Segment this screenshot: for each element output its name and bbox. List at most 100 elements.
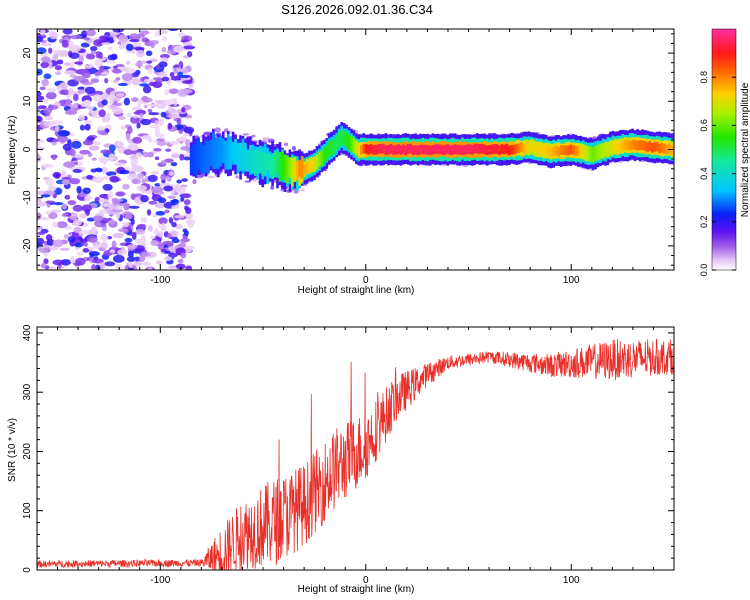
ridge-core-segment <box>207 145 210 166</box>
ridge-core-segment <box>535 142 538 153</box>
noise-blob <box>161 46 167 53</box>
noise-blob <box>92 94 102 102</box>
noise-blob <box>174 215 185 219</box>
noise-blob <box>37 190 47 195</box>
noise-blob <box>124 213 133 220</box>
noise-blob <box>100 233 109 242</box>
ridge-core-segment <box>475 143 479 154</box>
noise-blob <box>168 171 175 176</box>
ridge-core-segment <box>648 141 652 151</box>
noise-blob <box>92 176 104 183</box>
noise-blob <box>83 242 89 247</box>
noise-blob <box>167 122 173 130</box>
noise-blob <box>124 237 133 243</box>
ridge-core-segment <box>495 144 499 154</box>
ridge-core-segment <box>305 162 309 173</box>
ridge-core-segment <box>251 150 255 174</box>
ridge-core-segment <box>357 144 361 155</box>
ridge-core-segment <box>508 145 511 156</box>
ridge-core-segment <box>559 145 563 155</box>
noise-blob <box>181 186 187 193</box>
ridge-scatter-blob <box>242 133 250 136</box>
ridge-core-segment <box>493 144 496 154</box>
ridge-core-segment <box>606 142 610 153</box>
noise-blob <box>79 213 88 219</box>
ridge-core-segment <box>379 143 383 154</box>
noise-blob <box>127 243 138 250</box>
ridge-core-segment <box>665 144 669 155</box>
noise-blob <box>109 218 116 225</box>
noise-blob <box>111 197 119 203</box>
ridge-core-segment <box>579 146 583 157</box>
noise-blob <box>86 29 96 37</box>
noise-blob <box>147 225 153 233</box>
noise-blob <box>92 90 104 96</box>
noise-blob <box>43 120 55 127</box>
noise-blob <box>156 141 167 146</box>
noise-blob <box>185 265 193 270</box>
noise-blob <box>162 36 168 42</box>
noise-blob <box>70 35 83 40</box>
ridge-core-segment <box>325 146 329 157</box>
ridge-core-segment <box>426 145 430 155</box>
noise-blob <box>85 64 93 69</box>
noise-blob <box>108 153 116 161</box>
ridge-core-segment <box>638 140 642 150</box>
noise-blob <box>123 149 133 156</box>
noise-blob <box>68 178 81 185</box>
noise-blob <box>88 145 100 151</box>
ridge-core-segment <box>414 145 417 155</box>
noise-blob <box>170 162 178 167</box>
noise-blob <box>147 174 158 183</box>
ridge-core-segment <box>660 142 664 153</box>
ridge-core-segment <box>209 149 213 167</box>
ridge-core-segment <box>480 143 484 154</box>
ridge-core-segment <box>241 147 245 161</box>
noise-blob <box>168 113 179 119</box>
noise-blob <box>101 166 108 175</box>
noise-blob <box>70 140 82 149</box>
noise-blob <box>54 71 61 76</box>
noise-blob <box>76 251 84 256</box>
ridge-core-segment <box>490 144 494 155</box>
ridge-core-segment <box>239 150 242 164</box>
snr-panel: -100 0 100 0 100 200 300 400 Height of straight… <box>7 324 675 595</box>
ridge-scatter-blob <box>195 175 204 179</box>
noise-blob <box>179 153 185 161</box>
ridge-core-segment <box>399 145 403 155</box>
noise-blob <box>154 201 166 209</box>
noise-blob <box>90 168 98 173</box>
noise-blob <box>46 238 55 246</box>
ridge-core-segment <box>192 150 195 174</box>
colorbar-tick-label: 0.6 <box>699 119 709 132</box>
ridge-core-segment <box>547 146 551 156</box>
noise-blob <box>82 140 94 146</box>
noise-blob <box>188 84 194 88</box>
ridge-core-segment <box>431 145 435 155</box>
noise-blob <box>170 230 178 238</box>
noise-blob <box>143 78 155 83</box>
ridge-core-segment <box>189 149 193 163</box>
noise-blob <box>90 50 97 54</box>
ridge-core-segment <box>212 150 215 163</box>
ridge-core-segment <box>453 144 457 154</box>
noise-blob <box>168 217 174 224</box>
noise-blob <box>84 123 91 131</box>
ridge-core-segment <box>557 146 560 157</box>
noise-blob <box>96 168 103 173</box>
ridge-core-segment <box>653 142 657 152</box>
noise-blob <box>155 210 166 216</box>
ridge-core-segment <box>621 140 625 151</box>
noise-blob <box>140 235 147 242</box>
ridge-core-segment <box>401 144 405 155</box>
snr-xtick-label: -100 <box>150 575 170 586</box>
noise-blob <box>37 138 43 143</box>
noise-blob <box>48 104 59 110</box>
colorbar-tick-label: 0.0 <box>699 264 709 277</box>
noise-blob <box>93 141 101 146</box>
ridge-scatter-blob <box>291 146 296 151</box>
noise-blob <box>83 37 90 41</box>
noise-blob <box>61 39 69 48</box>
noise-blob <box>167 265 178 269</box>
noise-blob <box>136 49 145 58</box>
